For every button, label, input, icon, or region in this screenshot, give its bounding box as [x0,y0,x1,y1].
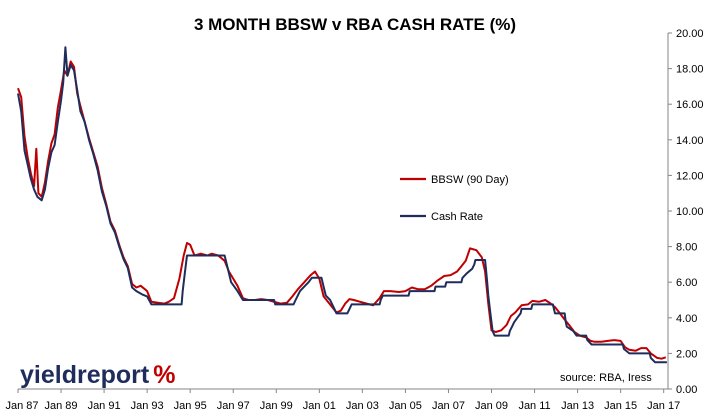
x-tick-label: Jan 05 [389,400,422,412]
x-tick-label: Jan 01 [303,400,336,412]
x-tick-label: Jan 13 [561,400,594,412]
legend: BBSW (90 Day) Cash Rate [400,174,509,223]
series-layer [17,46,667,364]
svg-text:yieldreport%: yieldreport% [20,361,175,389]
x-axis-ticks: Jan 87 Jan 89 Jan 91 Jan 93 Jan 95 Jan 97 Jan … [5,389,680,412]
x-tick-label: Jan 95 [174,400,207,412]
logo-percent-symbol: % [153,361,175,389]
x-tick-label: Jan 07 [432,400,465,412]
y-tick-label: 4.00 [676,313,697,325]
y-axis-ticks: 0.00 2.00 4.00 6.00 8.00 10.00 12.00 14.00 16.00… [668,28,704,396]
y-tick-label: 12.00 [676,170,704,182]
logo-wordmark: yieldreport [20,361,150,389]
x-tick-label: Jan 93 [131,400,164,412]
series-line-cash-rate [17,46,667,364]
y-tick-label: 8.00 [676,242,697,254]
y-tick-label: 14.00 [676,135,704,147]
x-tick-label: Jan 09 [475,400,508,412]
chart-title: 3 MONTH BBSW v RBA CASH RATE (%) [194,15,516,34]
x-tick-label: Jan 89 [45,400,78,412]
y-tick-label: 16.00 [676,99,704,111]
x-tick-label: Jan 03 [346,400,379,412]
y-tick-label: 6.00 [676,277,697,289]
x-tick-label: Jan 11 [518,400,550,412]
x-tick-label: Jan 99 [260,400,293,412]
x-tick-label: Jan 97 [217,400,250,412]
legend-item-cash-rate: Cash Rate [400,211,483,223]
source-note-box [553,364,665,388]
x-tick-label: Jan 91 [88,400,121,412]
legend-item-bbsw: BBSW (90 Day) [400,174,509,186]
legend-label-cash-rate: Cash Rate [431,211,483,223]
legend-label-bbsw: BBSW (90 Day) [431,174,509,186]
x-tick-label: Jan 17 [647,400,680,412]
source-note: source: RBA, Iress [560,372,652,384]
y-tick-label: 18.00 [676,64,704,76]
plot-area: 0.00 2.00 4.00 6.00 8.00 10.00 12.00 14.00 16.00… [5,28,703,412]
logo: yieldreport% [20,361,175,389]
y-tick-label: 10.00 [676,206,704,218]
x-tick-label: Jan 15 [604,400,637,412]
y-tick-label: 0.00 [676,384,697,396]
y-tick-label: 20.00 [676,28,704,40]
x-tick-label: Jan 87 [5,400,38,412]
y-tick-label: 2.00 [676,348,697,360]
